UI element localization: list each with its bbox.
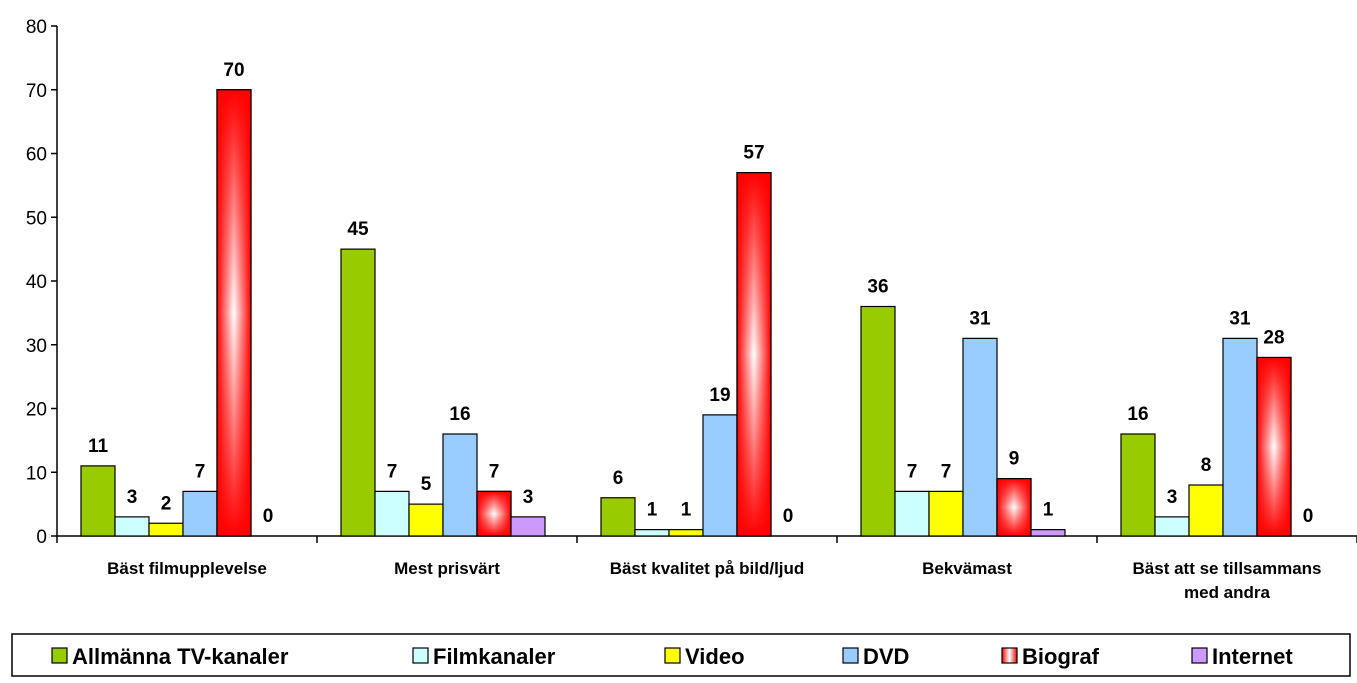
y-tick-label: 30 — [26, 336, 47, 357]
data-label: 31 — [1229, 308, 1251, 329]
data-label: 11 — [88, 436, 109, 457]
bar-allmänna-tv-kanaler — [860, 305, 896, 537]
data-label: 19 — [709, 385, 730, 406]
legend-label: Allmänna TV-kanaler — [72, 644, 289, 669]
y-tick-label: 20 — [26, 400, 47, 421]
bar-filmkanaler — [114, 516, 150, 537]
data-label: 1 — [647, 500, 658, 521]
data-label: 7 — [941, 461, 952, 482]
data-label: 6 — [613, 468, 624, 489]
y-tick-label: 70 — [26, 81, 47, 102]
bar-allmänna-tv-kanaler — [600, 497, 636, 537]
data-label: 3 — [1167, 487, 1178, 508]
y-tick-label: 50 — [26, 208, 47, 229]
data-label: 9 — [1009, 449, 1020, 470]
data-label: 57 — [743, 143, 764, 164]
bar-dvd — [962, 337, 998, 537]
data-label: 31 — [969, 308, 991, 329]
data-label: 28 — [1263, 328, 1284, 349]
legend-swatch — [842, 647, 859, 664]
data-label: 3 — [523, 487, 534, 508]
data-label: 0 — [263, 506, 274, 527]
data-label: 8 — [1201, 455, 1212, 476]
legend-swatch — [412, 647, 429, 664]
data-labels: 11 45 6 36 16 3 7 1 7 3 2 5 1 7 8 7 16 19 31 31 70 7 57 9 28 0 3 0 1… — [88, 60, 1313, 527]
y-tick-label: 60 — [26, 145, 47, 166]
bar-overlay — [736, 172, 772, 537]
bar-allmänna-tv-kanaler — [340, 248, 376, 537]
legend-label: DVD — [863, 644, 909, 669]
legend-swatch — [1191, 647, 1208, 664]
bar-video — [928, 490, 964, 537]
data-label: 7 — [489, 461, 500, 482]
bar-filmkanaler — [634, 529, 670, 537]
data-label: 1 — [1043, 500, 1054, 521]
legend-swatch — [664, 647, 681, 664]
bar-dvd — [182, 490, 218, 537]
bar-filmkanaler — [1154, 516, 1190, 537]
y-tick-label: 80 — [26, 17, 47, 38]
legend-label: Biograf — [1022, 644, 1100, 669]
bar-dvd — [1222, 337, 1258, 537]
bar-video — [668, 529, 704, 537]
legend-swatch — [1001, 647, 1018, 664]
x-category-label: med andra — [1184, 583, 1271, 602]
bar-overlay — [996, 478, 1032, 537]
data-label: 5 — [421, 474, 432, 495]
bar-filmkanaler — [374, 490, 410, 537]
data-label: 70 — [223, 60, 244, 81]
legend-swatch — [51, 647, 68, 664]
data-label: 0 — [783, 506, 794, 527]
bar-internet — [510, 516, 546, 537]
legend-label: Filmkanaler — [433, 644, 556, 669]
legend-box — [11, 633, 1351, 677]
bar-overlay — [476, 490, 512, 537]
x-category-label: Mest prisvärt — [394, 559, 500, 578]
data-label: 16 — [449, 404, 470, 425]
bar-filmkanaler — [894, 490, 930, 537]
data-label: 1 — [681, 500, 692, 521]
bar-video — [148, 522, 184, 537]
x-category-label: Bekvämast — [922, 559, 1012, 578]
bar-video — [408, 503, 444, 537]
data-label: 2 — [161, 493, 172, 514]
legend-label: Video — [685, 644, 745, 669]
data-label: 7 — [387, 461, 398, 482]
data-label: 3 — [127, 487, 138, 508]
legend-label: Internet — [1212, 644, 1293, 669]
bar-video — [1188, 484, 1224, 537]
legend: Allmänna TV-kanaler Filmkanaler Video DVD Bi… — [11, 633, 1351, 677]
bar-allmänna-tv-kanaler — [1120, 433, 1156, 537]
data-label: 7 — [195, 461, 206, 482]
bar-dvd — [702, 414, 738, 537]
data-label: 45 — [347, 219, 369, 240]
bar-dvd — [442, 433, 478, 537]
data-label: 36 — [867, 277, 888, 298]
bar-overlay — [1256, 356, 1292, 537]
data-label: 16 — [1127, 404, 1148, 425]
bar-internet — [1030, 529, 1066, 537]
bars — [80, 89, 1292, 537]
bar-allmänna-tv-kanaler — [80, 465, 116, 537]
data-label: 0 — [1303, 506, 1314, 527]
x-category-label: Bäst att se tillsammans — [1133, 559, 1322, 578]
bar-overlay — [216, 89, 252, 537]
x-category-label: Bäst kvalitet på bild/ljud — [610, 559, 805, 578]
y-tick-label: 40 — [26, 272, 47, 293]
y-tick-label: 0 — [36, 527, 47, 548]
data-label: 7 — [907, 461, 918, 482]
y-tick-label: 10 — [26, 463, 47, 484]
x-category-label: Bäst filmupplevelse — [107, 559, 267, 578]
